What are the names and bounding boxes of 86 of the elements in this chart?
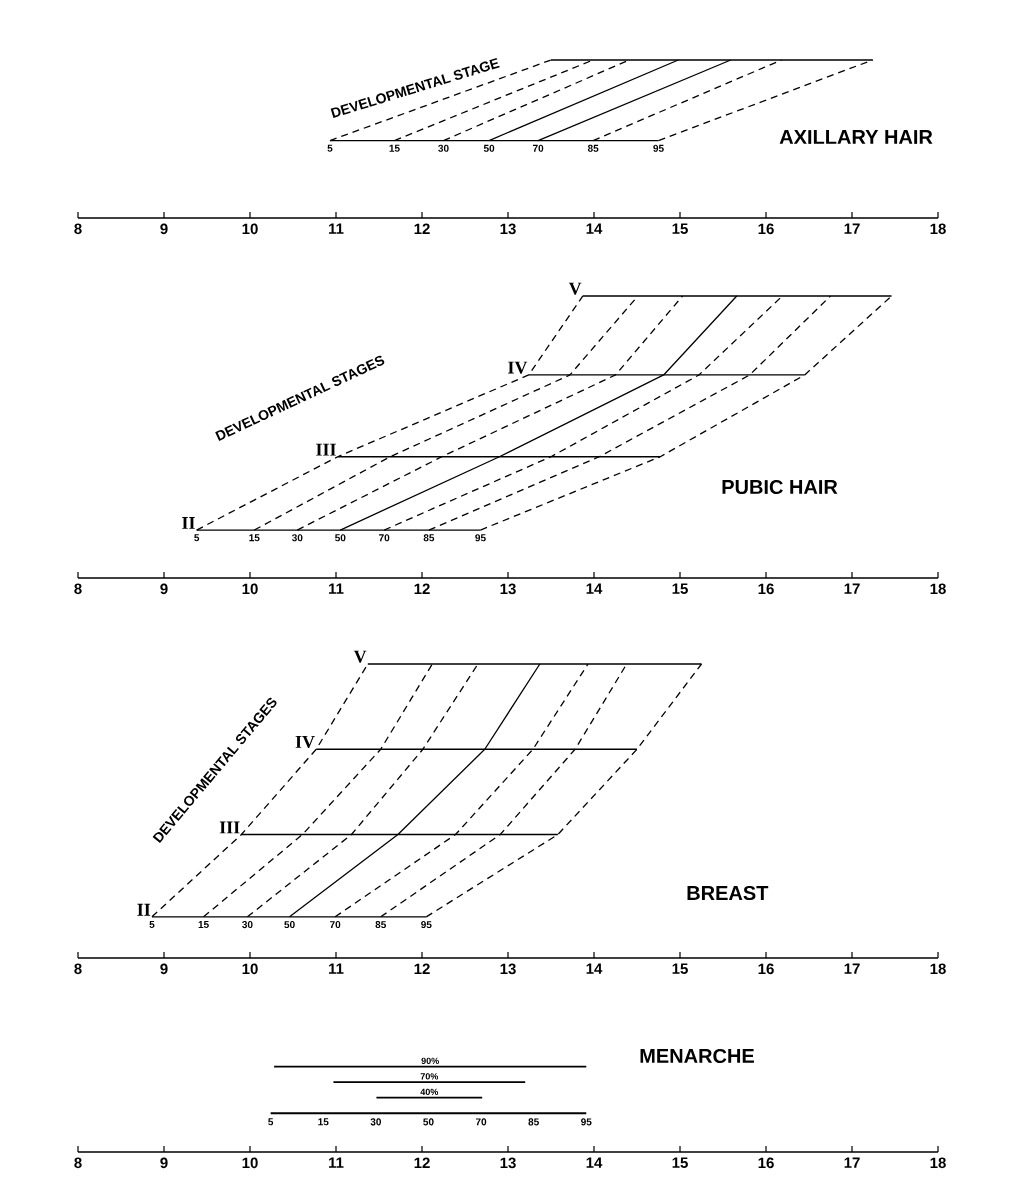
series-label: 30 (291, 534, 303, 542)
x-tick-label: 11 (329, 963, 344, 974)
x-tick-label: 10 (242, 583, 258, 595)
x-tick-label: 18 (930, 963, 946, 975)
series-label: 70 (379, 534, 390, 542)
annotation: III (316, 443, 336, 456)
x-tick-label: 12 (414, 583, 430, 594)
series-label: 30 (438, 144, 449, 152)
annotation: IV (508, 361, 528, 374)
x-tick-label: 17 (844, 583, 860, 594)
series-label: 5 (327, 144, 333, 152)
text: 70 (475, 1118, 487, 1126)
x-tick-label: 15 (672, 1157, 688, 1168)
x-tick-label: 10 (242, 223, 258, 235)
annotation: IV (295, 735, 315, 749)
x-tick-label: 18 (930, 583, 946, 595)
x-tick-label: 18 (930, 223, 946, 235)
x-tick-label: 14 (586, 583, 603, 594)
x-tick-label: 17 (844, 223, 860, 234)
x-tick-label: 16 (758, 963, 774, 975)
chart-title: MENARCHE (640, 1048, 754, 1064)
series-label: 85 (375, 921, 387, 929)
x-tick-label: 8 (74, 1157, 82, 1169)
text: BREAST (687, 885, 769, 901)
series-label: 70 (532, 144, 544, 152)
annotation: II (182, 517, 195, 529)
x-tick-label: 16 (758, 223, 774, 235)
x-tick-label: 8 (74, 223, 82, 235)
x-tick-label: 15 (672, 223, 688, 234)
x-tick-label: 12 (414, 1157, 430, 1168)
x-tick-label: 18 (930, 1157, 946, 1169)
y-tick-label: 90% (421, 1057, 439, 1065)
series-label: 15 (198, 921, 209, 929)
x-tick-label: 12 (414, 223, 430, 234)
x-tick-label: 14 (586, 1157, 603, 1168)
x-tick-label: 13 (500, 223, 516, 235)
x-tick-label: 12 (414, 963, 430, 974)
annotation: V (353, 650, 367, 663)
y-tick-label: 40% (420, 1088, 439, 1096)
x-tick-label: 14 (586, 963, 603, 974)
x-tick-label: 16 (758, 583, 774, 595)
text: 95 (581, 1118, 592, 1126)
series-label: 95 (653, 144, 664, 152)
series-label: 95 (475, 534, 486, 542)
x-tick-label: 15 (672, 583, 688, 594)
text: PUBIC HAIR (722, 479, 838, 495)
y-tick-label: 70% (420, 1073, 439, 1080)
x-tick-label: 11 (329, 1157, 344, 1168)
x-tick-label: 13 (500, 583, 516, 595)
x-tick-label: 13 (500, 963, 516, 975)
x-tick-label: 13 (500, 1157, 516, 1169)
text: 30 (370, 1118, 382, 1126)
series-label: 85 (587, 144, 599, 152)
series-label: 5 (194, 534, 200, 542)
x-tick-label: 15 (672, 963, 688, 974)
x-tick-label: 14 (586, 223, 603, 234)
series-label: 50 (284, 921, 295, 929)
x-tick-label: 9 (160, 1157, 168, 1169)
annotation: II (137, 903, 151, 916)
series-label: 5 (149, 921, 155, 929)
annotation: V (568, 282, 582, 295)
series-label: 30 (242, 921, 253, 929)
x-tick-label: 9 (160, 223, 168, 235)
x-tick-label: 9 (160, 963, 168, 975)
series-label: 50 (483, 144, 495, 152)
x-tick-label: 17 (844, 1157, 860, 1168)
text: 85 (528, 1118, 539, 1126)
series-label: 15 (249, 534, 260, 542)
x-tick-label: 8 (74, 583, 82, 595)
series-label: 95 (421, 921, 432, 929)
text: 50 (423, 1118, 434, 1126)
x-tick-label: 11 (329, 583, 344, 594)
x-tick-label: 8 (74, 963, 82, 975)
x-tick-label: 9 (160, 583, 168, 595)
text: 5 (268, 1118, 274, 1126)
series-label: 70 (330, 921, 341, 929)
series-label: 85 (423, 534, 435, 542)
x-tick-label: 17 (844, 963, 860, 974)
x-tick-label: 10 (242, 1157, 258, 1169)
text: AXILLARY HAIR (779, 130, 933, 144)
series-label: 50 (335, 534, 346, 542)
x-tick-label: 11 (329, 223, 344, 234)
text: 15 (318, 1118, 329, 1126)
x-tick-label: 10 (242, 963, 258, 975)
series-label: 15 (389, 144, 400, 152)
x-tick-label: 16 (758, 1157, 774, 1169)
